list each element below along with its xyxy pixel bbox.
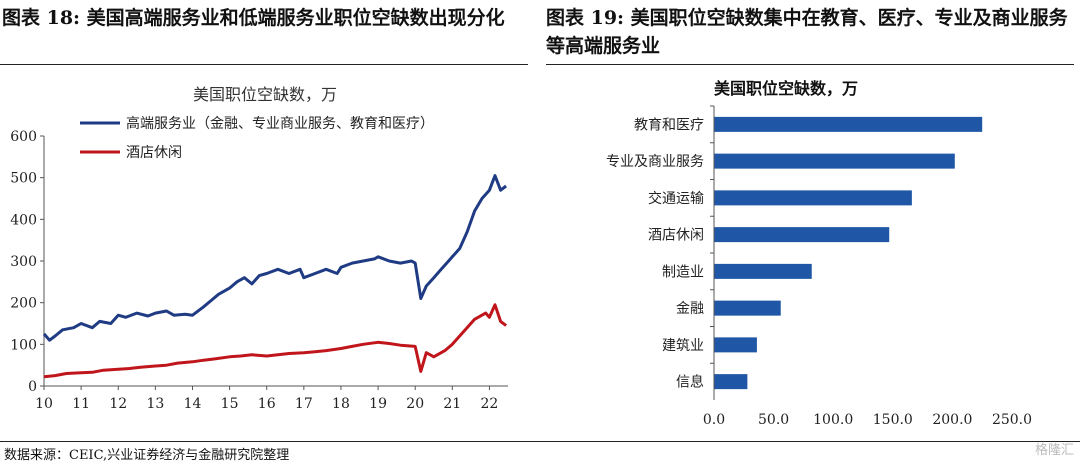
category-label: 信息	[676, 374, 704, 391]
x-tick-label: 150.0	[873, 412, 913, 428]
y-tick-label: 200	[10, 296, 37, 312]
bar	[714, 263, 812, 279]
x-tick-label: 50.0	[758, 412, 789, 428]
series-line-high-end-services	[42, 174, 508, 342]
x-tick-label: 22	[481, 396, 499, 412]
x-tick-label: 14	[184, 396, 202, 412]
line-chart: 美国职位空缺数，万 高端服务业（金融、专业商业服务、教育和医疗） 酒店休闲 01…	[10, 85, 508, 412]
legend-label-high-end: 高端服务业（金融、专业商业服务、教育和医疗）	[126, 115, 434, 132]
right-figure-heading: 图表 19: 美国职位空缺数集中在教育、医疗、专业及商业服务等高端服务业	[546, 7, 1068, 57]
x-tick-label: 18	[332, 396, 350, 412]
bar	[714, 337, 757, 353]
x-tick-label: 15	[221, 396, 239, 412]
line-chart-title: 美国职位空缺数，万	[193, 85, 337, 104]
bar	[714, 190, 912, 206]
bar-chart-bars	[714, 116, 983, 390]
y-tick-label: 500	[10, 171, 37, 187]
x-tick-label: 17	[295, 396, 313, 412]
category-label: 建筑业	[662, 338, 704, 354]
bar	[714, 116, 983, 132]
y-tick-label: 0	[28, 379, 37, 395]
series-line-hospitality	[43, 303, 508, 379]
x-tick-label: 16	[258, 396, 276, 412]
x-tick-label: 19	[369, 396, 387, 412]
y-tick-label: 400	[10, 212, 37, 228]
bar	[714, 300, 781, 316]
category-label: 教育和医疗	[634, 117, 704, 133]
x-tick-label: 13	[146, 396, 164, 412]
y-tick-label: 300	[10, 254, 37, 270]
x-tick-label: 21	[443, 396, 461, 412]
bar-chart-title: 美国职位空缺数，万	[714, 79, 858, 98]
category-label: 金融	[676, 301, 704, 317]
legend-label-hospitality: 酒店休闲	[126, 145, 182, 161]
bar-chart: 美国职位空缺数，万 教育和医疗专业及商业服务交通运输酒店休闲制造业金融建筑业信息…	[606, 79, 1032, 428]
x-tick-label: 100.0	[813, 412, 853, 428]
footer-rule	[0, 441, 1080, 442]
x-tick-label: 250.0	[992, 412, 1032, 428]
category-label: 交通运输	[648, 190, 704, 207]
x-tick-label: 200.0	[932, 412, 972, 428]
category-label: 制造业	[662, 264, 704, 280]
line-chart-series	[42, 174, 508, 379]
x-tick-label: 11	[72, 396, 90, 412]
x-tick-label: 20	[406, 396, 424, 412]
x-tick-label: 12	[109, 396, 127, 412]
category-label: 专业及商业服务	[606, 154, 704, 170]
bar	[714, 374, 748, 390]
x-tick-label: 0.0	[703, 412, 725, 428]
right-heading-rule	[546, 64, 1074, 65]
x-tick-label: 10	[35, 396, 53, 412]
left-heading-rule	[0, 64, 528, 65]
bar	[714, 227, 890, 243]
line-chart-legend: 高端服务业（金融、专业商业服务、教育和医疗） 酒店休闲	[80, 115, 434, 161]
left-figure-heading: 图表 18: 美国高端服务业和低端服务业职位空缺数出现分化	[2, 7, 505, 29]
line-chart-axes: 0 100 200 300 400 500 600 10 11 12 13 14 15 16 17 18 19 2…	[10, 129, 508, 412]
y-tick-label: 600	[10, 129, 37, 145]
watermark-logo: 格隆汇	[1034, 443, 1074, 458]
category-label: 酒店休闲	[648, 228, 704, 244]
source-note: 数据来源：CEIC,兴业证券经济与金融研究院整理	[4, 448, 290, 463]
y-tick-label: 100	[10, 337, 37, 353]
bar	[714, 153, 955, 169]
